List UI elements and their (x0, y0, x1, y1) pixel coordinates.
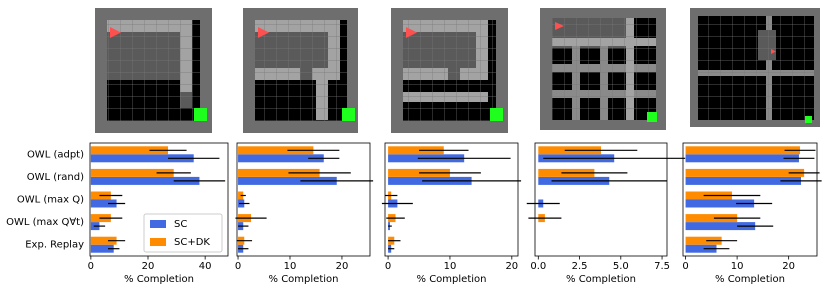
x-tick-label: 7.5 (654, 261, 670, 272)
bar (685, 176, 802, 185)
x-tick-label: 0 (385, 261, 391, 272)
x-tick-label: 0 (682, 261, 688, 272)
x-axis-label: % Completion (269, 274, 339, 285)
legend-swatch (150, 238, 166, 246)
bar (685, 244, 717, 253)
bar (238, 154, 324, 163)
bar (238, 146, 314, 155)
x-tick-label: 5.0 (613, 261, 629, 272)
y-tick-label: Exp. Replay (25, 240, 84, 251)
axes-frame (534, 142, 668, 257)
gridworld-image (95, 8, 212, 133)
bar (90, 176, 200, 185)
legend-swatch (150, 220, 166, 228)
x-axis-label: % Completion (715, 274, 785, 285)
gridworld-image (540, 8, 666, 130)
bar (238, 168, 320, 177)
x-tick-label: 10 (444, 261, 457, 272)
bar (90, 168, 174, 177)
x-tick-label: 20 (782, 261, 795, 272)
bar (238, 176, 337, 185)
x-tick-label: 10 (284, 261, 297, 272)
x-tick-label: 0.0 (530, 261, 546, 272)
bar (90, 154, 194, 163)
x-axis-label: % Completion (417, 274, 487, 285)
bar (685, 222, 756, 231)
y-tick-label: OWL (max Q∀t) (6, 217, 84, 228)
x-axis-label: % Completion (566, 274, 636, 285)
legend-label: SC+DK (174, 237, 210, 248)
x-tick-label: 20 (142, 261, 155, 272)
x-axis-label: % Completion (124, 274, 194, 285)
gridworld-image (243, 8, 358, 133)
bar (685, 146, 800, 155)
x-tick-label: 40 (199, 261, 212, 272)
y-tick-label: OWL (adpt) (27, 149, 84, 160)
bar (685, 154, 799, 163)
legend-label: SC (174, 219, 187, 230)
bar (90, 236, 117, 245)
bar (90, 244, 114, 253)
bar (685, 168, 805, 177)
axes-frame (384, 142, 519, 257)
bar (90, 146, 168, 155)
y-tick-label: OWL (rand) (27, 172, 84, 183)
y-tick-label: OWL (max Q) (17, 195, 84, 206)
bar (90, 199, 117, 208)
x-tick-label: 0 (88, 261, 94, 272)
gridworld-image (391, 8, 508, 133)
bar (388, 146, 444, 155)
x-tick-label: 20 (505, 261, 518, 272)
bar (685, 199, 755, 208)
axes-frame (89, 142, 229, 257)
axes-frame (682, 142, 818, 257)
gridworld-image (690, 8, 820, 127)
x-tick-label: 20 (336, 261, 349, 272)
x-tick-label: 0 (235, 261, 241, 272)
x-tick-label: 10 (731, 261, 744, 272)
bar (685, 236, 722, 245)
axes-frame (236, 142, 371, 257)
bar (685, 214, 738, 223)
x-tick-label: 2.5 (572, 261, 588, 272)
